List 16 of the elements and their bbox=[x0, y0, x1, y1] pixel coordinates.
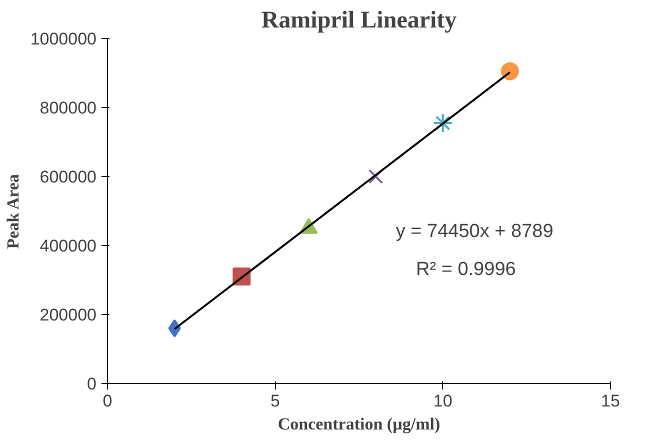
x-tick-label: 5 bbox=[270, 392, 280, 410]
chart-title: Ramipril Linearity bbox=[261, 8, 457, 34]
x-axis-title: Concentration (µg/ml) bbox=[278, 414, 440, 434]
x-tick-label: 0 bbox=[102, 392, 112, 410]
annotation: R² = 0.9996 bbox=[416, 259, 516, 280]
x-tick-label: 10 bbox=[433, 392, 452, 410]
y-tick-label: 1000000 bbox=[30, 30, 97, 48]
y-tick-label: 800000 bbox=[40, 98, 97, 118]
annotation: y = 74450x + 8789 bbox=[396, 221, 554, 242]
y-tick-label: 0 bbox=[87, 374, 97, 394]
y-tick-label: 600000 bbox=[40, 168, 97, 186]
y-axis-title: Peak Area bbox=[3, 174, 22, 249]
x-tick-label: 15 bbox=[601, 392, 620, 410]
y-tick-label: 200000 bbox=[40, 306, 97, 324]
point bbox=[500, 62, 519, 80]
y-tick-label: 400000 bbox=[40, 236, 97, 256]
